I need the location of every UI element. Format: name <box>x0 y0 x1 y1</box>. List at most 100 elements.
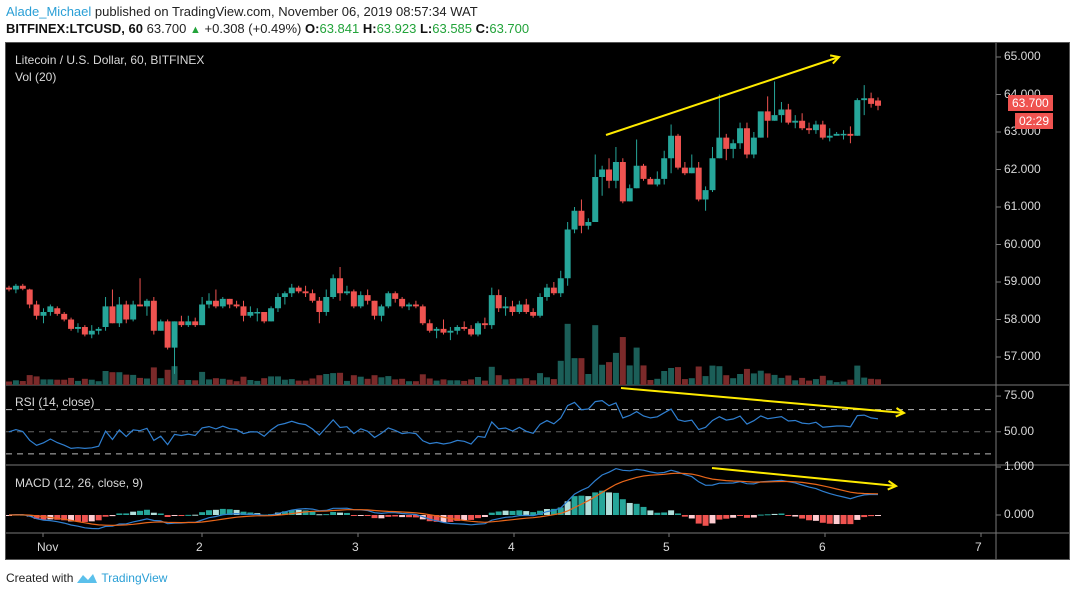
macd-histogram-bar <box>240 511 247 515</box>
volume-bar <box>674 367 681 385</box>
candle-body <box>281 293 288 297</box>
candle-body <box>468 328 475 335</box>
macd-histogram-bar <box>157 513 164 515</box>
macd-histogram-bar <box>550 508 557 515</box>
candle-body <box>619 162 626 202</box>
close-label: C: <box>475 21 490 36</box>
price-axis-label: 61.000 <box>1004 199 1041 213</box>
candle-body <box>447 330 454 333</box>
volume-bar <box>433 380 440 385</box>
uptrend-arrow-head <box>829 54 841 65</box>
last-price-tag: 63.700 <box>1008 95 1053 111</box>
macd-histogram-bar <box>585 496 592 515</box>
volume-bar <box>792 380 799 385</box>
candle-body <box>861 98 868 101</box>
chart-canvas[interactable]: Litecoin / U.S. Dollar, 60, BITFINEX Vol… <box>5 42 1070 560</box>
rsi-axis-label: 50.00 <box>1004 423 1035 438</box>
volume-bar <box>40 379 47 385</box>
volume-bar <box>206 379 213 385</box>
open-label: O: <box>305 21 320 36</box>
volume-bar <box>654 378 661 385</box>
chart-svg[interactable] <box>6 43 1069 559</box>
volume-bar <box>316 375 323 385</box>
price-axis-label: 57.000 <box>1004 349 1041 363</box>
macd-histogram-bar <box>771 513 778 515</box>
volume-bar <box>868 378 875 385</box>
macd-histogram-bar <box>440 515 447 523</box>
volume-bar <box>123 374 130 385</box>
macd-histogram-bar <box>33 515 40 519</box>
tradingview-link[interactable]: TradingView <box>101 571 168 585</box>
symbol-label: BITFINEX:LTCUSD, 60 <box>6 21 143 36</box>
candle-body <box>688 167 695 174</box>
macd-histogram-bar <box>812 515 819 521</box>
volume-bar <box>709 365 716 385</box>
macd-histogram-bar <box>723 515 730 519</box>
macd-histogram-bar <box>137 510 144 515</box>
macd-histogram-bar <box>709 515 716 524</box>
volume-bar <box>771 374 778 385</box>
macd-histogram-bar <box>854 515 861 520</box>
volume-bar <box>447 380 454 385</box>
volume-bar <box>681 379 688 385</box>
macd-histogram-bar <box>619 499 626 515</box>
macd-histogram-bar <box>861 515 868 518</box>
macd-histogram-bar <box>875 515 881 516</box>
volume-bar <box>302 380 309 385</box>
volume-bar <box>323 374 330 385</box>
volume-bar <box>281 379 288 385</box>
volume-bar <box>530 380 537 385</box>
candle-body <box>840 133 847 136</box>
candle-body <box>199 304 206 326</box>
candle-body <box>599 169 606 177</box>
volume-bar <box>785 375 792 385</box>
volume-bar <box>523 378 530 385</box>
macd-histogram-bar <box>606 492 613 515</box>
macd-histogram-bar <box>206 510 213 515</box>
candle-body <box>674 135 681 168</box>
volume-bar <box>288 379 295 385</box>
macd-histogram-bar <box>185 514 192 516</box>
candle-body <box>412 304 419 307</box>
macd-histogram-bar <box>61 515 68 521</box>
price-axis-label: 58.000 <box>1004 311 1041 326</box>
volume-bar <box>481 380 488 385</box>
volume-bar <box>461 380 468 385</box>
macd-histogram-bar <box>661 512 668 515</box>
candle-body <box>826 135 833 138</box>
uptrend-arrow <box>605 56 840 136</box>
macd-histogram-bar <box>357 515 364 516</box>
main-pane-title: Litecoin / U.S. Dollar, 60, BITFINEX <box>15 53 205 67</box>
author-link[interactable]: Alade_Michael <box>6 4 92 19</box>
macd-histogram-bar <box>481 515 488 518</box>
candle-body <box>723 137 730 149</box>
time-axis-label: 7 <box>975 540 982 554</box>
high-value: 63.923 <box>376 21 417 36</box>
macd-histogram-bar <box>288 510 295 515</box>
up-triangle-icon: ▲ <box>190 24 201 36</box>
volume-bar <box>178 380 185 385</box>
macd-histogram-bar <box>495 511 502 515</box>
volume-bar <box>502 379 509 385</box>
volume-bar <box>364 378 371 385</box>
volume-bar <box>371 375 378 385</box>
volume-bar <box>585 374 592 385</box>
volume-bar <box>412 381 419 385</box>
macd-histogram-bar <box>819 515 826 523</box>
candle-body <box>233 304 240 307</box>
candle-body <box>226 298 233 305</box>
rsi-pane-title: RSI (14, close) <box>15 395 95 409</box>
volume-bar <box>599 364 606 385</box>
volume-bar <box>419 374 426 385</box>
last-price: 63.700 <box>146 21 187 36</box>
candle-body <box>178 321 185 326</box>
candle-body <box>550 287 557 294</box>
macd-histogram-bar <box>385 515 392 517</box>
macd-histogram-bar <box>461 515 468 521</box>
macd-histogram-bar <box>868 515 875 517</box>
time-axis-label: 6 <box>819 540 826 554</box>
time-axis-label: 5 <box>663 540 670 554</box>
macd-histogram-bar <box>826 515 833 524</box>
candle-body <box>157 321 164 331</box>
candle-body <box>316 300 323 312</box>
